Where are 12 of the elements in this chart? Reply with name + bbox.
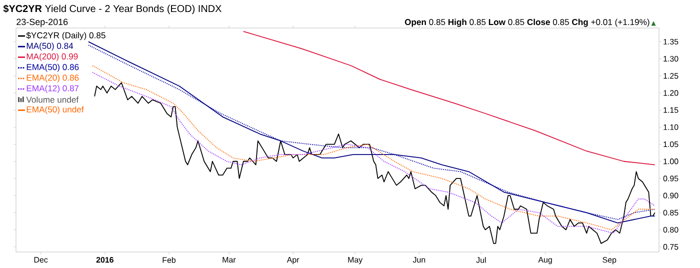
chart-title: $YC2YR Yield Curve - 2 Year Bonds (EOD) INDX <box>3 4 222 14</box>
line-series <box>242 30 656 166</box>
legend-label: $YC2YR (Daily) 0.85 <box>26 32 106 40</box>
legend-label: EMA(50) 0.86 <box>26 64 79 72</box>
legend-label: Volume undef <box>26 96 79 103</box>
legend-label: EMA(12) 0.87 <box>26 85 79 93</box>
legend-label: MA(200) 0.99 <box>26 53 78 62</box>
legend-label: MA(50) 0.84 <box>26 42 74 51</box>
legend-label: EMA(50) undef <box>26 106 84 114</box>
legend-label: EMA(20) 0.86 <box>26 74 79 82</box>
chart-subtitle: 23-Sep-2016 <box>16 18 68 27</box>
text: Open 0.85 High 0.85 Low 0.85 Close 0.85 Chg +0.01 (+1.19%) <box>404 18 650 27</box>
